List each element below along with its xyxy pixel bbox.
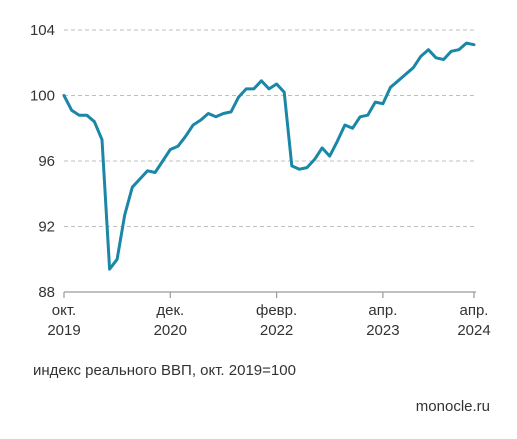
x-tick-label-month: апр. [460, 302, 489, 319]
x-tick-label-month: окт. [52, 302, 76, 319]
series-lines [62, 41, 476, 271]
grid-lines [64, 29, 476, 227]
x-tick-label-month: дек. [156, 302, 184, 319]
x-tick-label-year: 2023 [366, 322, 399, 339]
y-tick-label: 104 [30, 22, 55, 39]
x-tick-label-year: 2020 [154, 322, 187, 339]
x-tick-label-year: 2022 [260, 322, 293, 339]
x-tick-label-year: 2019 [47, 322, 80, 339]
gdp-line-chart: 88 92 96 100 104 окт. 2019 дек. 2020 февр. 2022 ап… [30, 22, 491, 339]
x-tick-label-month: апр. [368, 302, 397, 319]
gdp-index-line [62, 41, 476, 271]
y-tick-label: 96 [38, 153, 55, 170]
chart-caption: индекс реального ВВП, окт. 2019=100 [33, 362, 296, 379]
y-tick-label: 88 [38, 284, 55, 301]
x-tick-label-year: 2024 [457, 322, 490, 339]
source-label: monocle.ru [415, 398, 490, 415]
x-tick-label-month: февр. [256, 302, 297, 319]
x-axis-tick-labels: окт. 2019 дек. 2020 февр. 2022 апр. 2023 апр. 202… [47, 302, 490, 339]
y-axis-tick-labels: 88 92 96 100 104 [30, 22, 55, 301]
y-tick-label: 92 [38, 219, 55, 236]
y-tick-label: 100 [30, 88, 55, 105]
x-axis [63, 291, 476, 298]
